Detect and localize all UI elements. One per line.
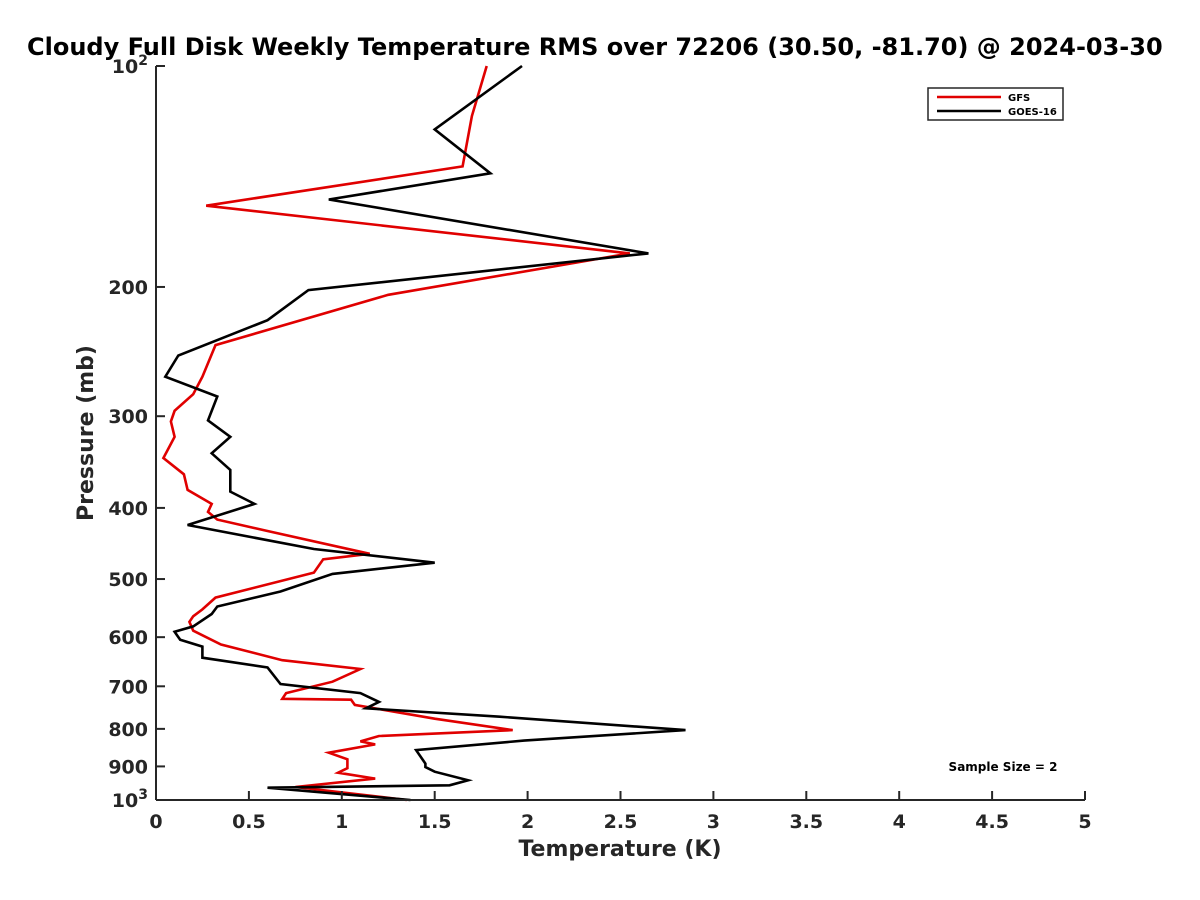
y-tick-label: 500: [108, 569, 148, 591]
chart-title: Cloudy Full Disk Weekly Temperature RMS …: [27, 33, 1163, 61]
y-tick-label: 102: [112, 53, 148, 78]
x-tick-label: 3: [707, 811, 720, 833]
y-tick-label: 700: [108, 676, 148, 698]
x-tick-label: 1.5: [418, 811, 452, 833]
legend-label: GFS: [1008, 93, 1030, 104]
x-tick-label: 3.5: [789, 811, 823, 833]
legend: GFS GOES-16: [927, 87, 1064, 121]
x-tick-label: 4: [893, 811, 906, 833]
sample-size-annotation: Sample Size = 2: [949, 760, 1058, 774]
y-tick-label: 103: [112, 787, 148, 812]
x-tick-label: 2.5: [604, 811, 638, 833]
series-layer: [161, 64, 686, 802]
y-tick-label: 900: [108, 756, 148, 778]
x-axis-label: Temperature (K): [518, 837, 721, 862]
y-tick-label: 400: [108, 498, 148, 520]
x-axis-ticks: 0 0.5 1 1.5 2 2.5 3 3.5 4 4.5 5: [149, 791, 1092, 833]
x-tick-label: 2: [521, 811, 534, 833]
y-axis-ticks: 102 200 300 400 500 600 700 800 900 103: [108, 53, 165, 812]
x-tick-label: 4.5: [975, 811, 1009, 833]
x-tick-label: 5: [1078, 811, 1091, 833]
y-tick-label: 300: [108, 406, 148, 428]
legend-label: GOES-16: [1008, 107, 1057, 118]
y-tick-label: 800: [108, 719, 148, 741]
y-axis-label: Pressure (mb): [74, 345, 99, 521]
x-tick-label: 0.5: [232, 811, 266, 833]
y-tick-label: 200: [108, 277, 148, 299]
x-tick-label: 0: [149, 811, 162, 833]
series-line-goes-16: [163, 64, 686, 802]
series-line-gfs: [161, 65, 631, 802]
x-tick-label: 1: [335, 811, 348, 833]
legend-box: [927, 87, 1064, 121]
y-tick-label: 600: [108, 627, 148, 649]
